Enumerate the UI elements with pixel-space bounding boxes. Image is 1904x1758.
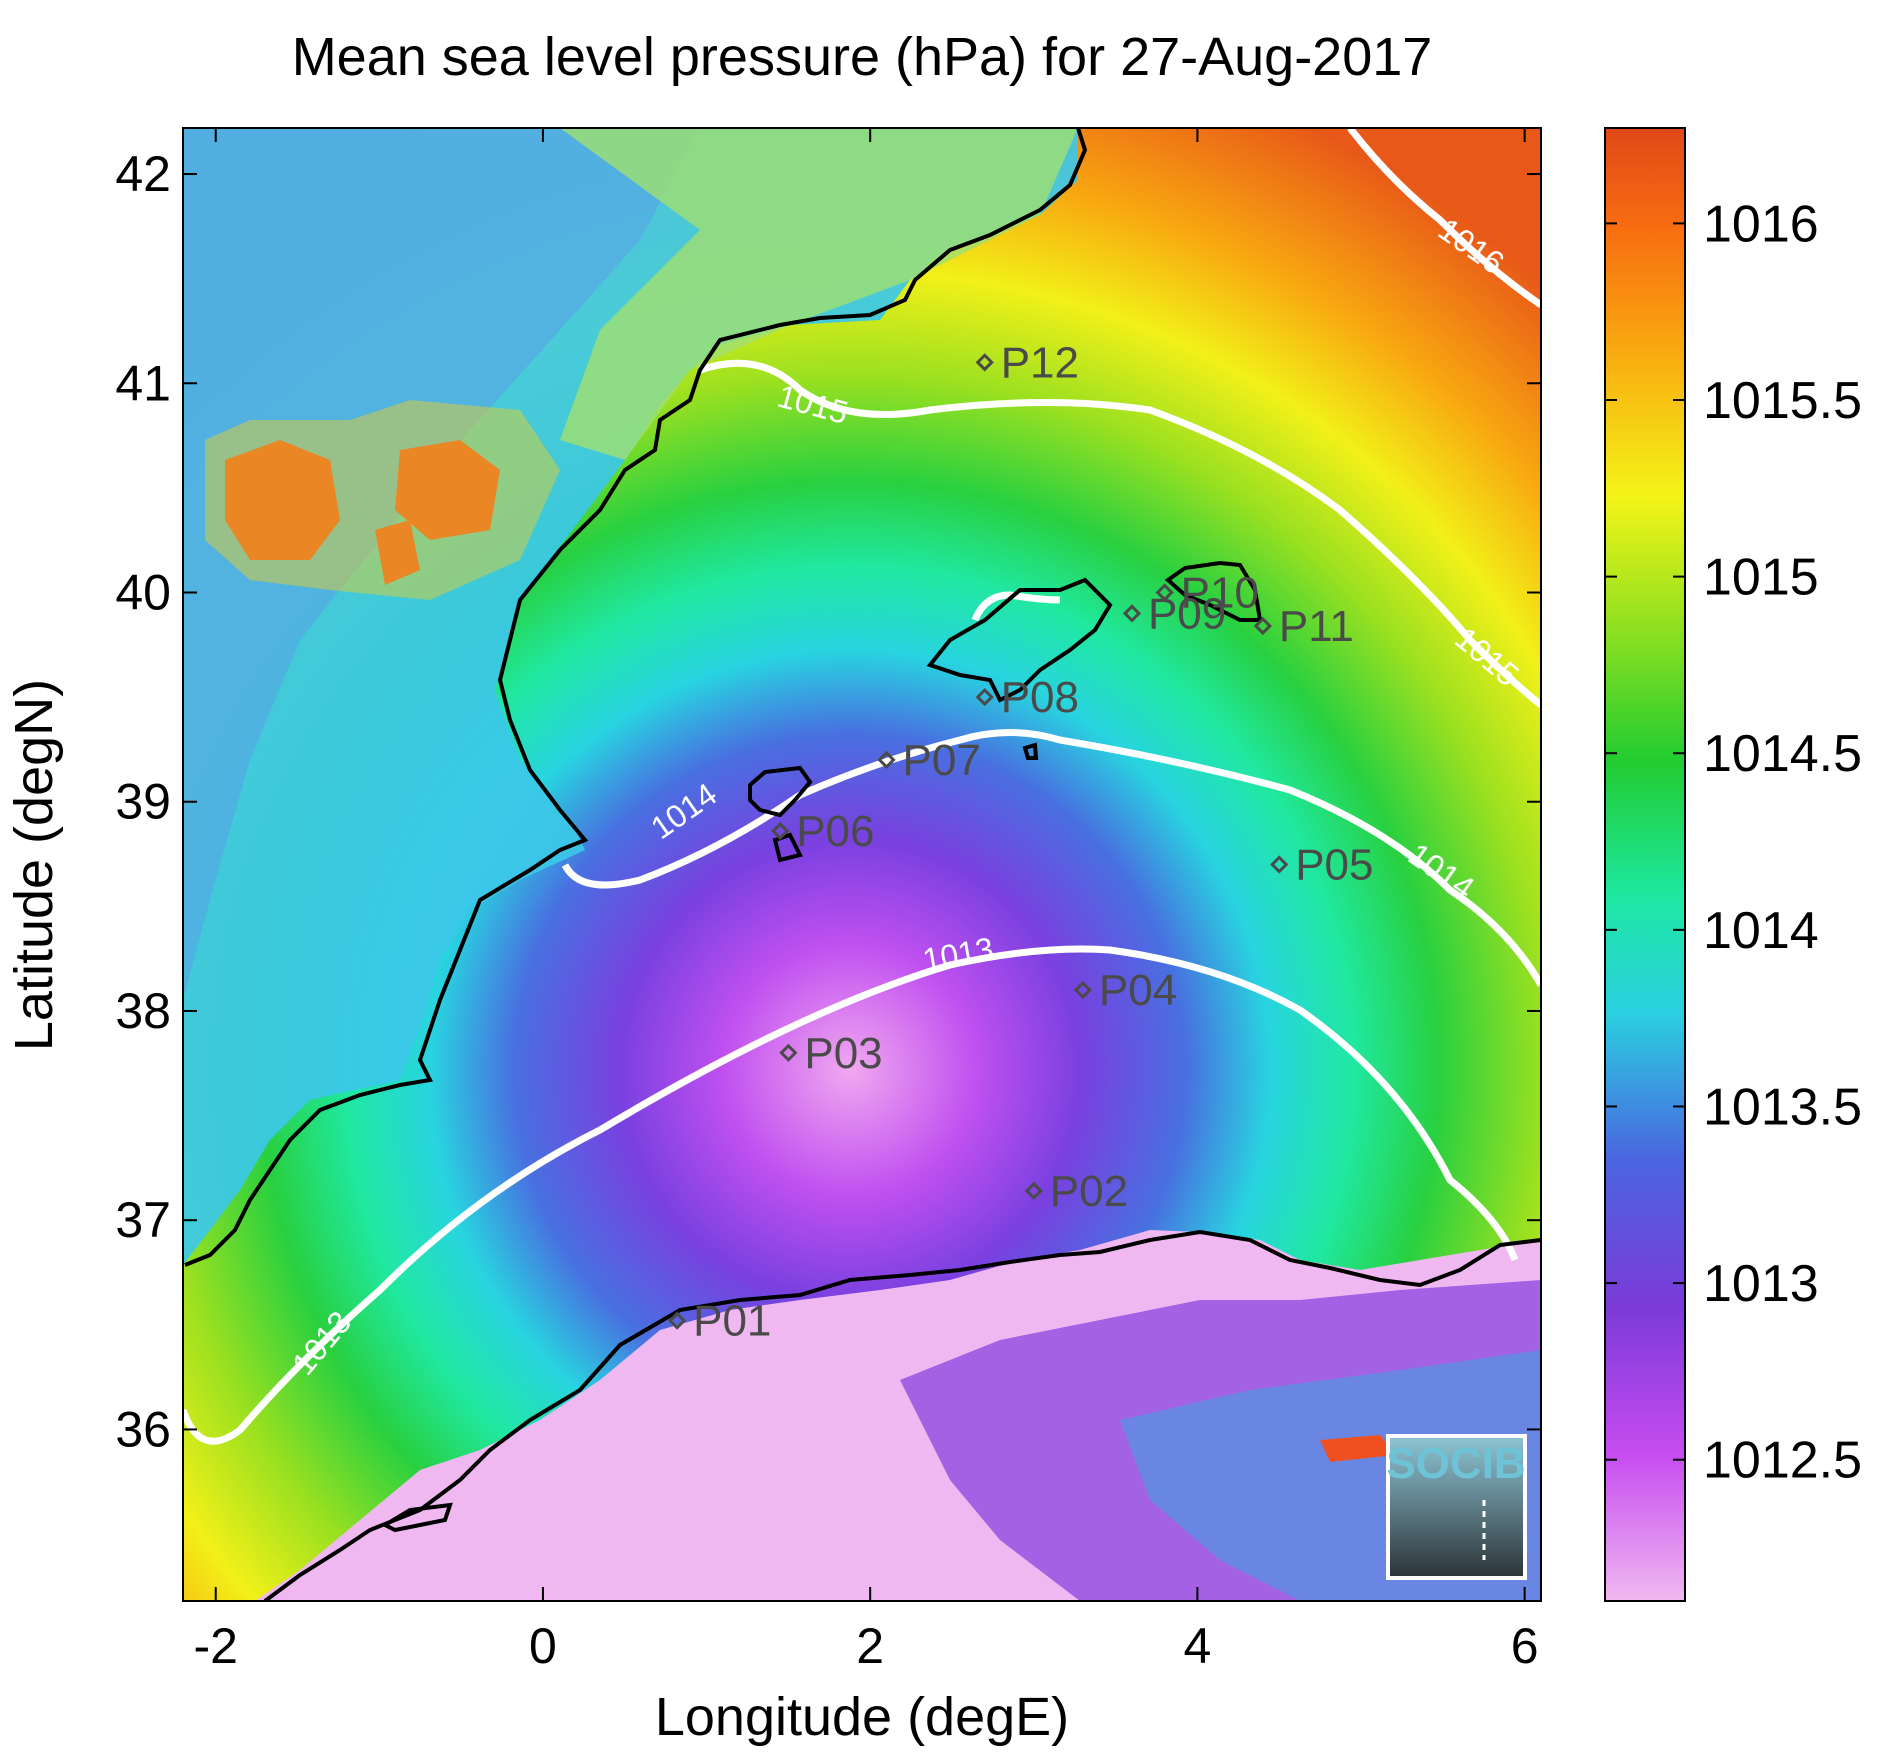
station-label: P03: [804, 1029, 882, 1078]
mallorca-coastline: [926, 577, 1113, 703]
station-marker-icon: [1270, 855, 1289, 874]
y-tick-label: 42: [115, 146, 171, 202]
station-marker-icon: [877, 750, 896, 770]
africa-coastline: [263, 1229, 1541, 1601]
y-tick-label: 40: [115, 564, 171, 620]
y-tick-label: 36: [115, 1401, 171, 1457]
socib-logo-text: SOCIB: [1386, 1439, 1525, 1488]
station-label: P08: [1001, 673, 1079, 722]
x-tick-label: 2: [856, 1618, 884, 1674]
x-tick-label: -2: [193, 1618, 237, 1674]
formentera-coastline: [772, 832, 803, 863]
contour-1015: [698, 359, 1541, 708]
iberia-land-coast-band: [560, 128, 1078, 460]
station-marker-icon: [1253, 616, 1272, 636]
map-plot-area: 1013 1014 1015 1016 1013 1014 1015 P01P0…: [183, 128, 1541, 1601]
station-marker-icon: [975, 687, 994, 707]
x-tick-label: 0: [529, 1618, 557, 1674]
station-label: P11: [1279, 602, 1354, 651]
contour-1016: [1347, 128, 1541, 308]
station-label: P01: [693, 1297, 771, 1346]
station-label: P05: [1295, 841, 1373, 890]
station-marker-icon: [1073, 980, 1093, 1000]
y-axis-label: Latitude (degN): [4, 679, 64, 1051]
colorbar-tick-label: 1012.5: [1703, 1432, 1862, 1490]
colorbar-ticks: 1012.5 1013 1013.5 1014 1014.5 1015 1015.5 1016: [1605, 195, 1862, 1490]
colorbar-tick-label: 1013: [1703, 1255, 1819, 1313]
station-marker-icon: [975, 353, 994, 372]
terrain-high-africa: [1320, 1435, 1395, 1462]
ibiza-coastline: [748, 765, 813, 818]
plot-frame: [182, 127, 1542, 1602]
colorbar-tick-label: 1014.5: [1703, 725, 1862, 783]
station-marker-icon: [1122, 604, 1142, 623]
y-tick-label: 38: [115, 983, 171, 1039]
figure-title: Mean sea level pressure (hPa) for 27-Aug…: [292, 27, 1433, 87]
alboran-coastline: [380, 1502, 453, 1533]
terrain-mid-1: [205, 400, 560, 600]
station-marker-icon: [779, 1043, 798, 1062]
y-tick-label: 41: [115, 355, 171, 411]
station-marker-icon: [771, 821, 790, 841]
terrain-high-3: [375, 520, 420, 585]
station-label: P04: [1099, 966, 1177, 1015]
x-tick-label: 4: [1184, 1618, 1212, 1674]
colorbar: [1604, 127, 1686, 1602]
station-label: P02: [1050, 1167, 1128, 1216]
station-label: P10: [1181, 568, 1259, 617]
station-label: P06: [796, 807, 874, 856]
y-tick-label: 37: [115, 1192, 171, 1248]
colorbar-tick-label: 1015: [1703, 549, 1819, 607]
menorca-coastline: [1164, 560, 1263, 622]
contour-1015-mallorca: [971, 591, 1061, 622]
station-marker-icon: [1024, 1181, 1043, 1201]
station-label: P07: [903, 736, 981, 785]
x-axis-label: Longitude (degE): [655, 1687, 1069, 1747]
station-marker-icon: [1155, 583, 1174, 602]
cabrera-coastline: [1022, 742, 1039, 760]
y-tick-label: 39: [115, 774, 171, 830]
y-axis: 36 37 38 39 40 41 42: [115, 146, 1541, 1457]
colorbar-tick-label: 1016: [1703, 195, 1819, 253]
colorbar-tick-label: 1013.5: [1703, 1078, 1862, 1136]
socib-logo: SOCIB: [1386, 1434, 1527, 1580]
station-marker-icon: [667, 1311, 687, 1330]
station-label: P12: [1001, 338, 1079, 387]
iberia-coastline: [184, 128, 1088, 1267]
contour-1013: [183, 945, 1519, 1445]
contour-1014: [561, 729, 1541, 987]
terrain-high-1: [225, 440, 340, 560]
x-axis: -2 0 2 4 6: [193, 128, 1539, 1674]
terrain-high-2: [395, 440, 500, 540]
x-tick-label: 6: [1511, 1618, 1539, 1674]
colorbar-tick-label: 1014: [1703, 902, 1819, 960]
colorbar-tick-label: 1015.5: [1703, 372, 1862, 430]
iberia-land-lowlands: [183, 128, 700, 1000]
